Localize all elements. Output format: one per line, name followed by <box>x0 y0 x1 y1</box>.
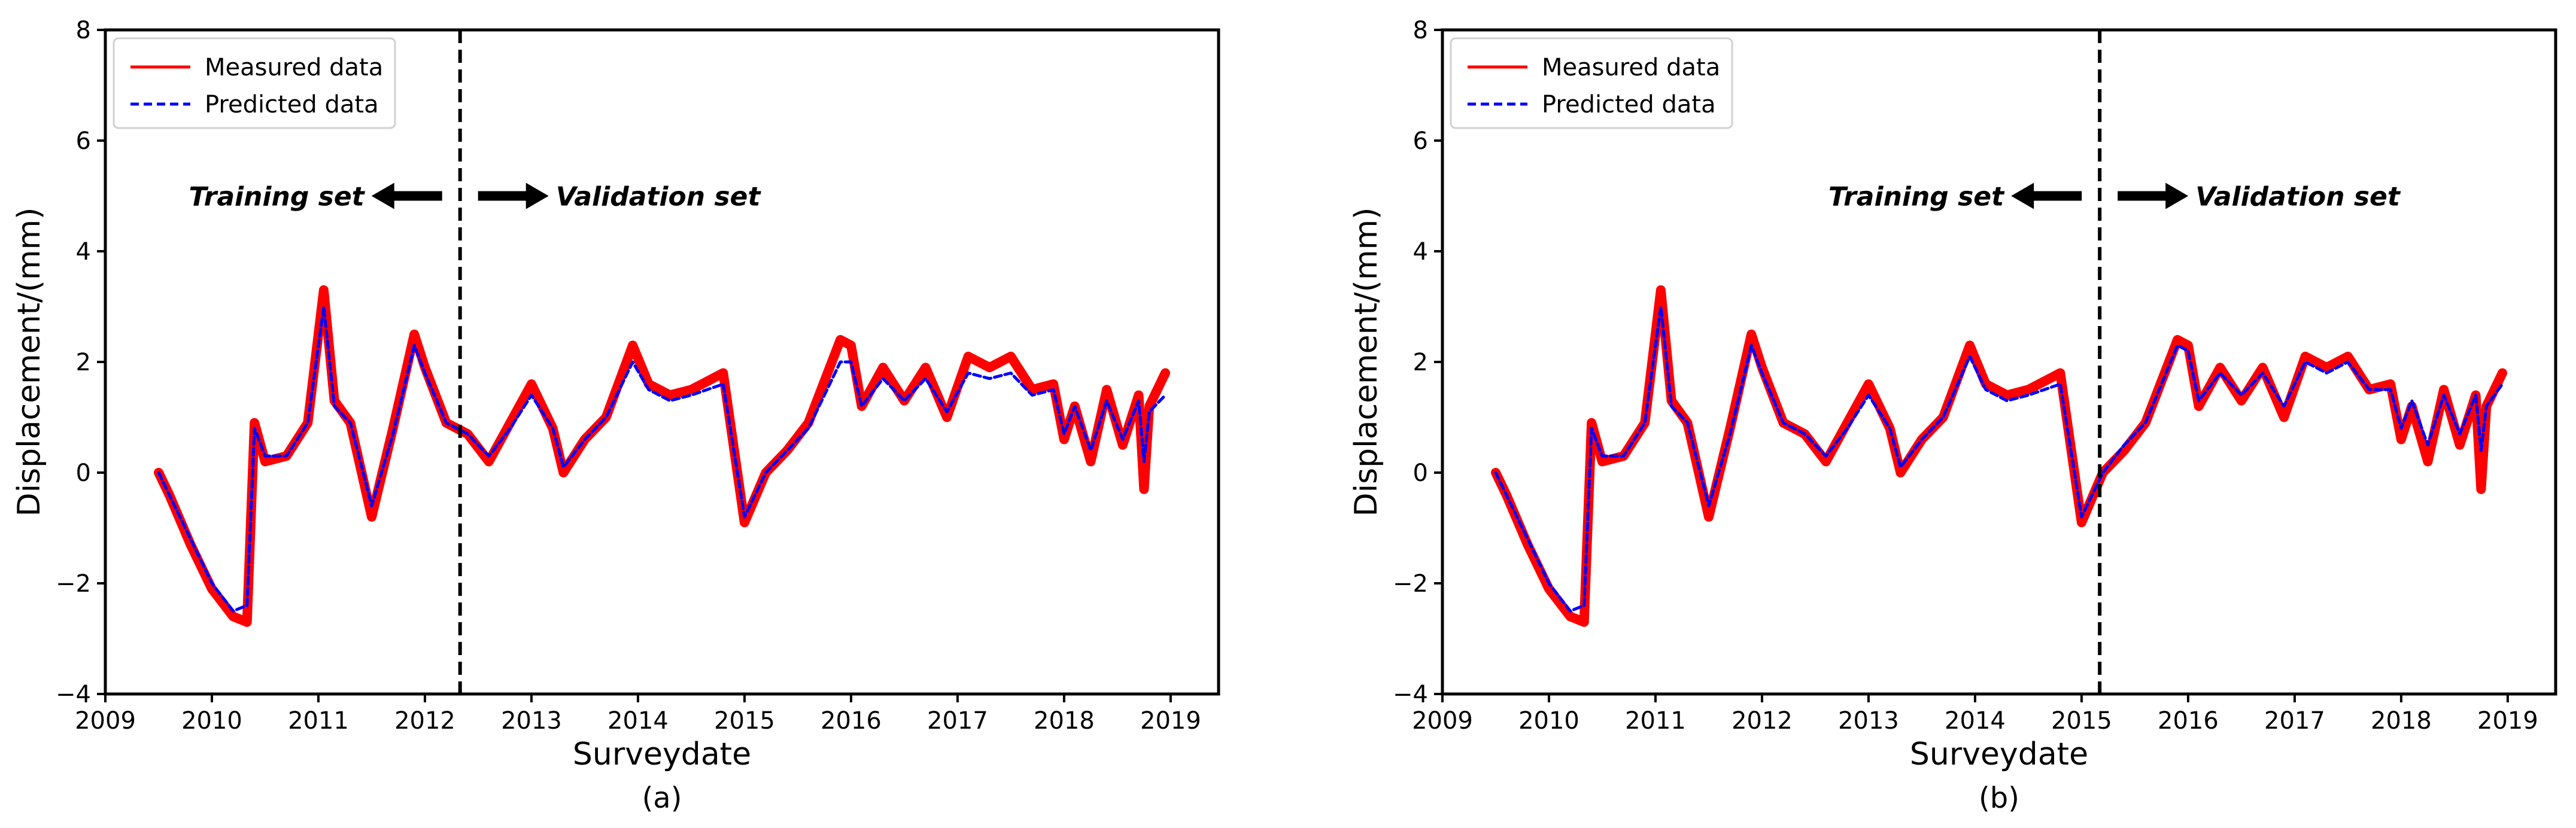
x-tick-label: 2010 <box>181 707 242 735</box>
legend-label-predicted: Predicted data <box>1542 91 1716 118</box>
legend-label-measured: Measured data <box>1542 54 1720 81</box>
series-predicted-line <box>1494 305 2504 613</box>
y-tick-label: 2 <box>76 349 91 376</box>
annotation-validation-set: Validation set <box>2195 182 2401 212</box>
x-tick-label: 2009 <box>1412 707 1473 735</box>
y-tick-label: 0 <box>1413 459 1428 487</box>
panel-a: 2009 2010 2011 2012 2013 2014 2015 2016 2017 2018… <box>11 17 1220 815</box>
x-tick-label: 2013 <box>1838 707 1899 735</box>
plot-area-a <box>154 285 1170 627</box>
x-tick-label: 2014 <box>607 707 669 735</box>
x-tick-label: 2016 <box>2158 707 2219 735</box>
x-tick-label: 2010 <box>1518 707 1579 735</box>
x-tick-label: 2011 <box>1625 707 1686 735</box>
y-tick-label: −2 <box>56 570 91 598</box>
x-tick-label: 2017 <box>2264 707 2325 735</box>
y-tick-label: −4 <box>56 681 91 708</box>
right-arrow-icon <box>2118 182 2189 209</box>
y-axis-title: Displacement/(mm) <box>11 208 47 517</box>
annotation-validation-set: Validation set <box>556 182 762 212</box>
legend-a: Measured data Predicted data <box>113 37 396 129</box>
x-tick-label: 2013 <box>501 707 562 735</box>
series-predicted-line <box>157 305 1167 613</box>
axis-ticks-b: 2009 2010 2011 2012 2013 2014 2015 2016 2017 2018… <box>1393 17 2538 735</box>
legend-label-predicted: Predicted data <box>205 91 379 118</box>
x-tick-label: 2014 <box>1945 707 2006 735</box>
legend-b: Measured data Predicted data <box>1450 37 1733 129</box>
y-axis-title: Displacement/(mm) <box>1348 208 1384 517</box>
y-tick-label: 2 <box>1413 349 1428 376</box>
x-tick-label: 2015 <box>714 707 775 735</box>
y-tick-label: 8 <box>1413 17 1428 44</box>
y-tick-label: 0 <box>76 459 91 487</box>
y-tick-label: 6 <box>76 127 91 155</box>
x-tick-label: 2019 <box>1140 707 1201 735</box>
x-tick-label: 2018 <box>1034 707 1095 735</box>
x-tick-label: 2015 <box>2051 707 2112 735</box>
x-tick-label: 2012 <box>1731 707 1793 735</box>
y-tick-label: 4 <box>1413 238 1428 266</box>
y-tick-label: 6 <box>1413 127 1428 155</box>
y-tick-label: −4 <box>1393 681 1428 708</box>
x-tick-label: 2019 <box>2477 707 2538 735</box>
y-tick-label: 4 <box>76 238 91 266</box>
left-arrow-icon <box>2011 182 2082 209</box>
panel-b: 2009 2010 2011 2012 2013 2014 2015 2016 2017 2018… <box>1348 17 2557 815</box>
x-tick-label: 2018 <box>2371 707 2432 735</box>
x-tick-label: 2009 <box>75 707 136 735</box>
x-tick-label: 2016 <box>821 707 882 735</box>
x-tick-label: 2012 <box>394 707 455 735</box>
legend-label-measured: Measured data <box>205 54 383 81</box>
y-tick-label: −2 <box>1393 570 1428 598</box>
x-axis-title: Surveydate <box>1910 736 2088 772</box>
axis-ticks-a: 2009 2010 2011 2012 2013 2014 2015 2016 2017 2018… <box>56 17 1201 735</box>
right-arrow-icon <box>478 182 549 209</box>
annotation-training-set: Training set <box>1828 182 2005 212</box>
plot-area-b <box>1491 285 2507 627</box>
y-tick-label: 8 <box>76 17 91 44</box>
panel-caption: (b) <box>1979 781 2019 815</box>
annotation-training-set: Training set <box>189 182 365 212</box>
x-axis-title: Surveydate <box>573 736 751 772</box>
left-arrow-icon <box>371 182 442 209</box>
panel-caption: (a) <box>642 781 682 815</box>
x-tick-label: 2011 <box>288 707 349 735</box>
x-tick-label: 2017 <box>927 707 988 735</box>
